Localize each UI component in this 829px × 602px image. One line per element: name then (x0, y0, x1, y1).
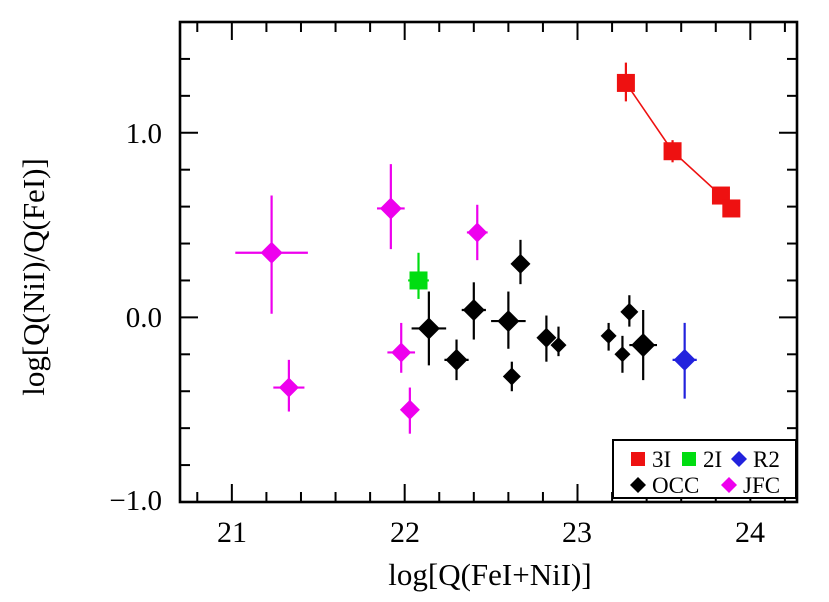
legend-swatch-2I (682, 452, 696, 466)
point-OCC (502, 367, 521, 386)
y-tick-label: 1.0 (126, 118, 162, 150)
point-JFC (467, 222, 488, 243)
legend-box (612, 439, 797, 499)
point-OCC (462, 299, 485, 321)
x-tick-label: 24 (735, 516, 765, 549)
x-tick-label: 21 (217, 516, 247, 549)
legend-label-R2: R2 (753, 447, 780, 472)
y-axis-title: log[Q(NiI)/Q(FeI)] (16, 158, 51, 396)
point-JFC (399, 399, 420, 420)
legend-label-2I: 2I (703, 447, 722, 472)
legend-swatch-OCC (630, 477, 646, 493)
point-OCC (445, 348, 468, 371)
legend-swatch-JFC (721, 477, 737, 493)
point-OCC (510, 253, 531, 274)
y-tick-label: −1.0 (109, 485, 162, 517)
x-axis-title: log[Q(FeI+NiI)] (388, 557, 591, 592)
point-OCC (600, 327, 617, 344)
point-R2 (673, 348, 696, 371)
legend-swatch-R2 (731, 451, 747, 467)
point-OCC (550, 337, 567, 354)
point-OCC (614, 346, 631, 363)
point-3I (616, 73, 635, 92)
legend-label-OCC: OCC (652, 473, 699, 498)
legend-label-JFC: JFC (743, 473, 780, 498)
point-3I (722, 199, 741, 218)
point-OCC (620, 302, 639, 321)
legend-label-3I: 3I (652, 447, 671, 472)
y-tick-label: 0.0 (126, 302, 162, 334)
point-JFC (391, 342, 412, 363)
point-JFC (260, 241, 283, 264)
x-tick-label: 22 (390, 516, 420, 549)
point-3I (663, 142, 682, 161)
point-OCC (417, 317, 440, 340)
point-2I (409, 271, 428, 290)
x-tick-label: 23 (562, 516, 592, 549)
legend-swatch-3I (631, 452, 645, 466)
point-OCC (536, 327, 557, 348)
point-OCC (497, 310, 520, 333)
point-JFC (278, 377, 299, 398)
plot-frame (178, 20, 799, 504)
point-JFC (379, 197, 402, 220)
point-OCC (631, 333, 656, 358)
